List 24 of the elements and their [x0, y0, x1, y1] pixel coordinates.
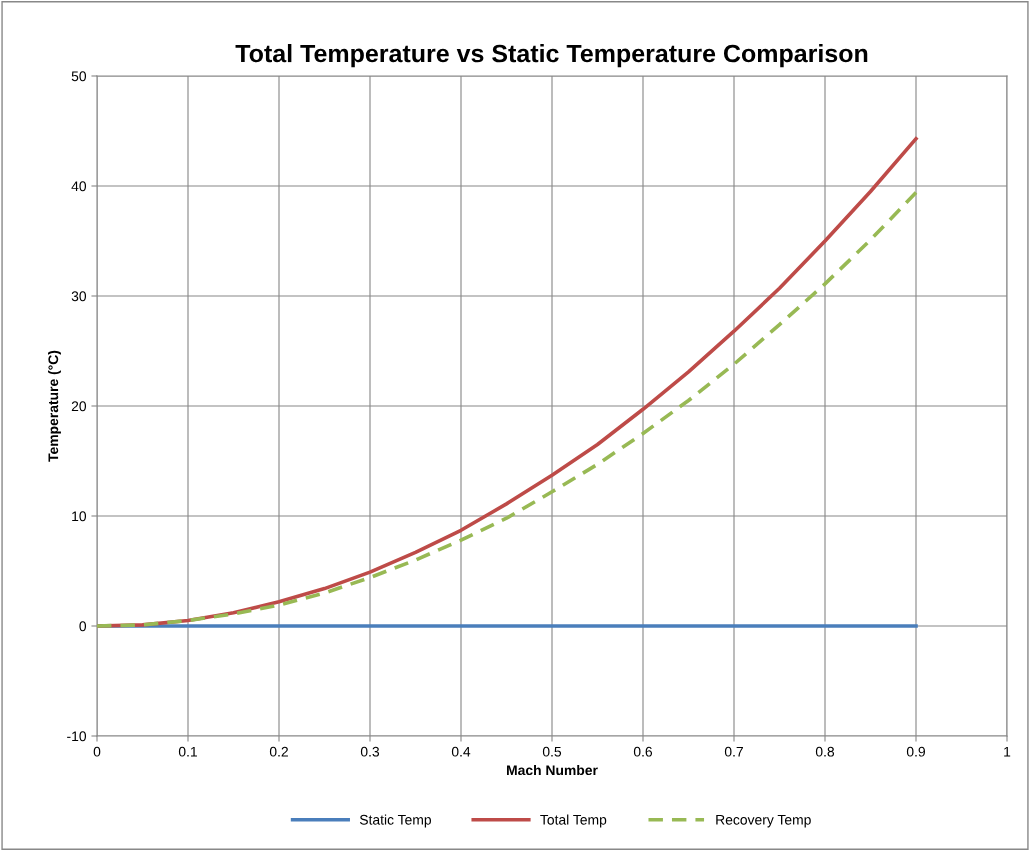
x-tick-label: 0.7 [724, 746, 743, 757]
x-tick-label: 0.3 [360, 746, 380, 757]
legend-label: Static Temp [359, 814, 432, 828]
x-axis-title: Mach Number [507, 764, 598, 776]
x-tick-label: 1 [1004, 746, 1011, 757]
chart-title: Total Temperature vs Static Temperature Comparison [235, 43, 868, 68]
y-axis-title: Temperature (°C) [48, 350, 61, 462]
x-tick-label: 0.6 [633, 746, 653, 757]
x-tick-label: 0.4 [451, 746, 471, 757]
legend-label: Total Temp [540, 814, 607, 828]
x-tick-label: 0.9 [906, 746, 925, 757]
x-tick-label: 0.8 [815, 746, 835, 757]
y-tick-label: 0 [79, 621, 87, 632]
x-tick-label: 0 [93, 746, 101, 757]
legend-label: Recovery Temp [716, 815, 811, 828]
y-tick-label: 40 [71, 181, 87, 192]
y-tick-label: -10 [67, 731, 87, 742]
x-tick-label: 0.5 [542, 746, 562, 757]
y-tick-label: 10 [72, 511, 87, 522]
x-tick-label: 0.1 [178, 746, 197, 757]
y-tick-label: 30 [71, 291, 87, 302]
y-tick-label: 50 [71, 71, 87, 82]
y-tick-label: 20 [71, 401, 87, 412]
x-tick-label: 0.2 [269, 746, 288, 757]
